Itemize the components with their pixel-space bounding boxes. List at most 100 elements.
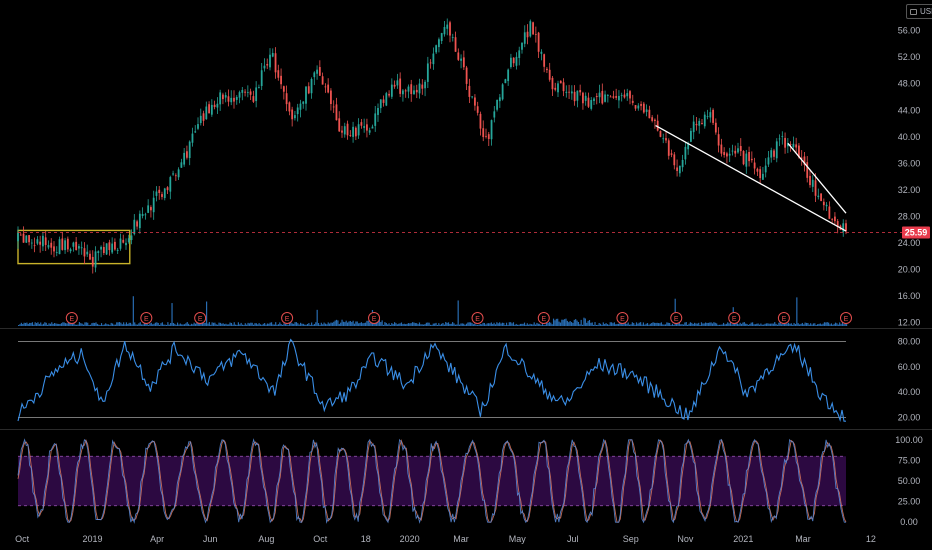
volume-bar — [18, 324, 20, 326]
volume-bar — [239, 324, 241, 326]
candle-body — [510, 57, 512, 68]
volume-bar — [530, 324, 533, 326]
volume-bar — [568, 322, 570, 326]
volume-bar — [157, 322, 159, 326]
volume-bar — [456, 324, 458, 326]
volume-bar — [411, 322, 414, 326]
currency-badge[interactable]: USD — [906, 4, 932, 19]
trendlines[interactable] — [655, 124, 847, 232]
stoch-tick-label: 50.00 — [898, 476, 921, 486]
volume-bar — [452, 322, 454, 326]
volume-bar — [529, 323, 531, 326]
candle-body — [462, 57, 465, 68]
volume-bar — [606, 324, 609, 326]
volume-bar — [572, 322, 574, 326]
candle-body — [665, 138, 667, 141]
volume-bar — [547, 322, 549, 326]
candle-body — [540, 51, 543, 54]
volume-bar — [598, 322, 600, 326]
volume-bar — [393, 322, 396, 326]
candle-body — [86, 251, 89, 255]
volume-bar — [537, 323, 539, 326]
candle-body — [701, 123, 703, 125]
candle-body — [554, 87, 557, 90]
volume-bar — [728, 323, 730, 326]
volume-bar — [378, 319, 380, 326]
candle-body — [836, 221, 839, 228]
volume-bar — [776, 324, 779, 326]
volume-bar — [454, 324, 457, 326]
stoch-band — [18, 456, 846, 506]
volume-bar — [235, 324, 237, 326]
volume-bar — [323, 322, 325, 326]
volume-bar — [53, 323, 56, 326]
volume-bar — [613, 322, 615, 326]
candle-body — [764, 165, 767, 173]
candle-body — [338, 118, 341, 132]
candle-body — [324, 86, 327, 88]
candle-body — [825, 204, 828, 207]
volume-bar — [98, 324, 100, 326]
volume-bar — [840, 324, 842, 326]
volume-bar — [127, 323, 129, 326]
volume-bar — [114, 324, 116, 326]
volume-bar — [774, 322, 776, 326]
volume-bar — [305, 324, 307, 326]
candle-body — [208, 104, 210, 114]
candle-body — [91, 256, 94, 267]
volume-bar — [787, 322, 790, 326]
candle-body — [213, 104, 216, 108]
volume-bar — [467, 322, 469, 326]
volume-bar — [369, 322, 371, 326]
volume-bar — [188, 323, 190, 326]
candle-body — [385, 93, 388, 106]
volume-bar — [797, 323, 799, 326]
volume-bar — [387, 324, 389, 326]
volume-bar — [789, 323, 791, 326]
earnings-marker-label: E — [732, 316, 737, 323]
volume-bar — [566, 320, 568, 326]
volume-bar — [688, 323, 690, 326]
candle-body — [809, 175, 811, 186]
volume-bar — [707, 322, 709, 326]
candle-body — [147, 205, 150, 213]
volume-bar — [431, 324, 433, 326]
volume-bar — [624, 323, 627, 326]
volume-bar — [746, 323, 748, 326]
volume-bar — [796, 297, 798, 326]
price-tick-label: 48.00 — [898, 79, 921, 89]
volume-bar — [255, 323, 257, 326]
volume-bar — [494, 324, 497, 326]
volume-bar — [649, 323, 651, 326]
candle-body — [252, 96, 255, 102]
volume-bar — [785, 323, 787, 326]
stoch-axis: 0.00 25.00 50.00 75.00 100.00 — [18, 435, 923, 527]
volume-bar — [389, 324, 392, 326]
volume-bar — [735, 322, 737, 326]
volume-bar — [84, 322, 86, 326]
volume-bar — [351, 322, 353, 326]
volume-bar — [362, 323, 364, 326]
candle-body — [690, 130, 692, 142]
volume-bar — [450, 323, 452, 326]
volume-bar — [546, 322, 548, 326]
volume-bar — [41, 324, 43, 326]
candle-body — [39, 241, 42, 245]
volume-bar — [178, 324, 180, 326]
volume-bar — [165, 324, 168, 326]
volume-bar — [711, 323, 714, 326]
candle-body — [709, 112, 712, 118]
volume-bar — [346, 322, 349, 326]
candle-body — [58, 239, 61, 255]
volume-bar — [82, 324, 85, 326]
rsi-axis: 20.00 40.00 60.00 80.00 — [18, 337, 920, 422]
volume-bar — [38, 323, 40, 326]
volume-bar — [652, 322, 654, 326]
earnings-marker-label: E — [285, 316, 290, 323]
volume-bar — [626, 323, 628, 326]
volume-bar — [493, 322, 495, 326]
candle-body — [163, 188, 166, 199]
volume-bar — [637, 323, 639, 326]
